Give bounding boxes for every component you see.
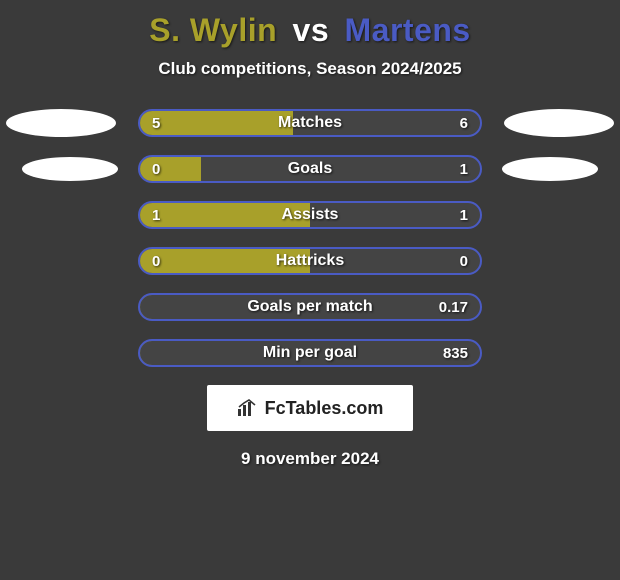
stat-label: Assists — [140, 203, 480, 227]
stat-row: Assists1 1 — [138, 201, 482, 229]
comparison-title: S. Wylin vs Martens — [0, 0, 620, 49]
stat-label: Hattricks — [140, 249, 480, 273]
stat-row: Matches5 6 — [138, 109, 482, 137]
player1-name: S. Wylin — [149, 12, 277, 48]
stat-value-left: 5 — [152, 111, 160, 135]
stat-row: Goals per match0.17 — [138, 293, 482, 321]
decorative-ellipse — [6, 109, 116, 137]
vs-text: vs — [293, 12, 330, 48]
branding-text: FcTables.com — [265, 398, 384, 419]
date-text: 9 november 2024 — [0, 449, 620, 469]
stat-value-right: 0 — [460, 249, 468, 273]
stat-value-right: 6 — [460, 111, 468, 135]
stat-value-left: 0 — [152, 157, 160, 181]
stat-value-right: 1 — [460, 203, 468, 227]
stat-label: Min per goal — [140, 341, 480, 365]
decorative-ellipse — [22, 157, 118, 181]
chart-area: Matches56Goals01Assists11Hattricks00Goal… — [0, 109, 620, 367]
decorative-ellipse — [502, 157, 598, 181]
branding-content: FcTables.com — [237, 398, 384, 419]
stat-label: Matches — [140, 111, 480, 135]
stat-label: Goals — [140, 157, 480, 181]
stat-value-right: 0.17 — [439, 295, 468, 319]
stat-value-right: 1 — [460, 157, 468, 181]
stat-row: Goals0 1 — [138, 155, 482, 183]
stat-row: Min per goal835 — [138, 339, 482, 367]
stat-value-right: 835 — [443, 341, 468, 365]
stat-value-left: 0 — [152, 249, 160, 273]
branding-box: FcTables.com — [207, 385, 413, 431]
chart-icon — [237, 399, 259, 417]
decorative-ellipse — [504, 109, 614, 137]
subtitle: Club competitions, Season 2024/2025 — [0, 59, 620, 79]
stat-label: Goals per match — [140, 295, 480, 319]
stat-row: Hattricks0 0 — [138, 247, 482, 275]
player2-name: Martens — [345, 12, 471, 48]
stat-value-left: 1 — [152, 203, 160, 227]
